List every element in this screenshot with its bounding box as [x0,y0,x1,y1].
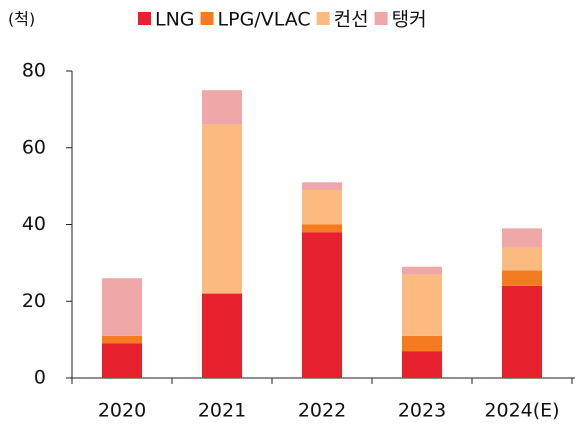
bar-segment [202,293,242,378]
bar-segment [502,270,542,286]
y-tick-label: 80 [22,60,46,82]
bar-segment [202,90,242,125]
x-tick-label: 2023 [398,400,446,422]
bar-segment [502,247,542,271]
legend-label: 탱커 [392,9,427,31]
legend-label: LNG [155,9,195,31]
legend-swatch [316,12,330,25]
bar-segment [302,182,342,190]
legend-label: LPG/VLAC [218,9,311,31]
bar-segment [302,224,342,233]
bar-segment [102,343,142,378]
y-tick-label: 20 [22,290,46,312]
y-tick-label: 40 [22,213,46,235]
bar-segment [402,266,442,275]
bar-segment [302,232,342,378]
bar-segment [102,278,142,336]
bar-segment [402,351,442,378]
legend-label: 컨선 [334,9,369,31]
legend-swatch [374,12,388,25]
bar-segment [202,124,242,294]
x-tick-label: 2024(E) [484,400,559,422]
bar-segment [102,335,142,344]
bar-segment [502,285,542,378]
bar-segment [502,228,542,248]
bar-segment [402,335,442,352]
x-tick-label: 2021 [198,400,246,422]
legend-swatch [200,12,214,25]
x-tick-label: 2022 [298,400,346,422]
bar-segment [402,274,442,336]
y-tick-label: 0 [34,367,46,389]
x-tick-label: 2020 [98,400,146,422]
bar-segment [302,189,342,225]
y-tick-label: 60 [22,136,46,158]
y-axis-label: (척) [8,10,35,29]
legend-swatch [138,12,151,25]
